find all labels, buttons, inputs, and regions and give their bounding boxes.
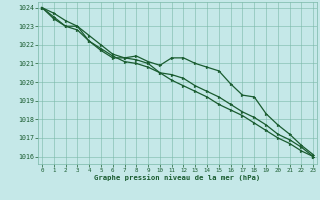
X-axis label: Graphe pression niveau de la mer (hPa): Graphe pression niveau de la mer (hPa) — [94, 175, 261, 181]
